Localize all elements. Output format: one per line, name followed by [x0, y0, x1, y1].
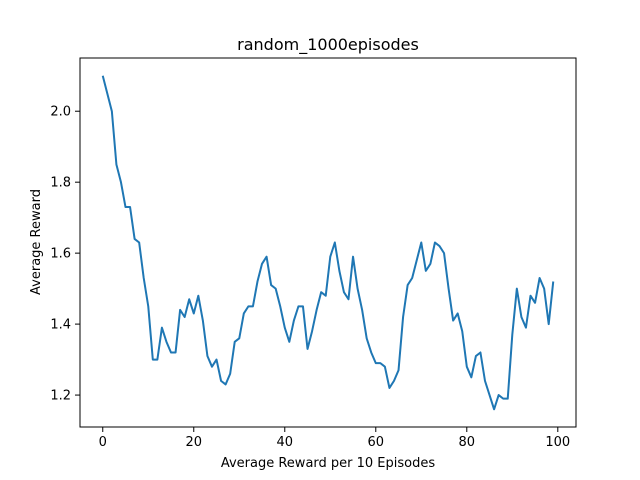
x-tick-label: 80: [459, 435, 476, 450]
y-tick-label: 1.2: [50, 389, 71, 404]
x-axis: 0 20 40 60 80 100: [99, 427, 570, 450]
x-tick-label: 0: [99, 435, 107, 450]
y-tick-label: 1.4: [50, 318, 71, 333]
y-tick-label: 1.8: [50, 176, 71, 191]
series-line-0: [101, 75, 555, 411]
y-axis-label: Average Reward: [29, 189, 44, 295]
y-tick-label: 1.6: [50, 247, 71, 262]
x-tick-label: 40: [276, 435, 293, 450]
x-axis-label: Average Reward per 10 Episodes: [221, 456, 436, 471]
plot-area: [101, 75, 555, 411]
plot-frame: [79, 57, 577, 428]
x-tick-label: 60: [368, 435, 385, 450]
x-tick-label: 20: [185, 435, 202, 450]
x-tick-label: 100: [545, 435, 570, 450]
chart-title: random_1000episodes: [237, 35, 419, 55]
y-tick-label: 2.0: [50, 105, 71, 120]
y-axis: 1.2 1.4 1.6 1.8 2.0: [50, 105, 80, 404]
